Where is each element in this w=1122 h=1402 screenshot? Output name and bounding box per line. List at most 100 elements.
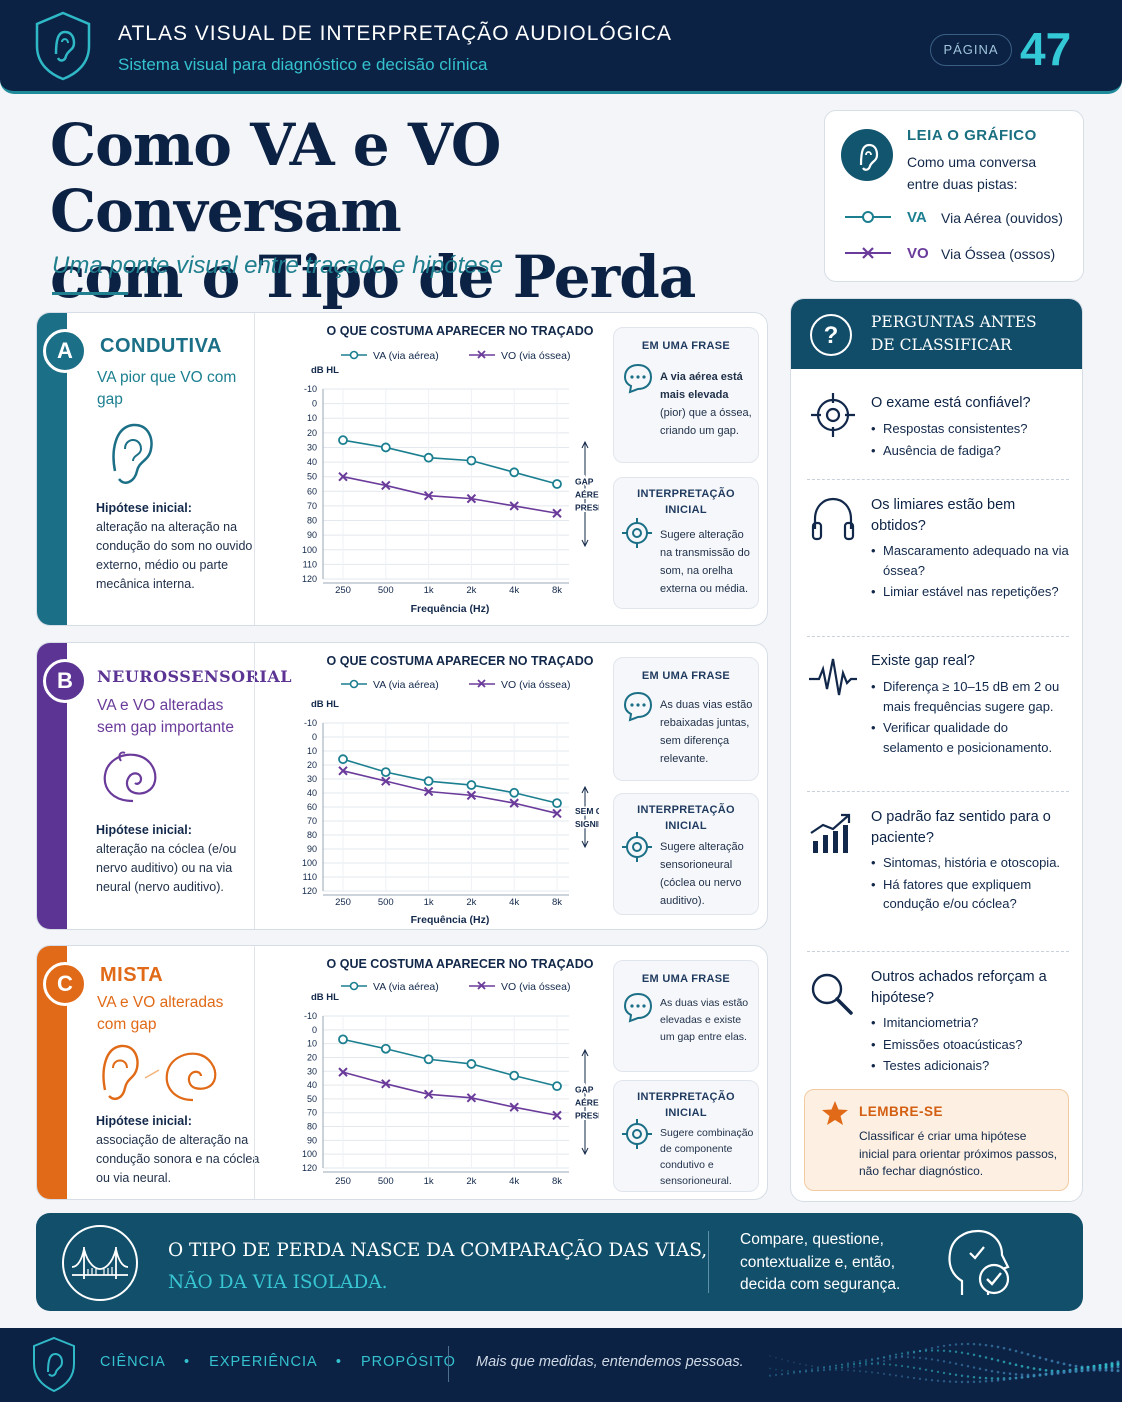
- wave-dot: [948, 1361, 952, 1364]
- wave-dot: [1098, 1364, 1102, 1367]
- vo-data-point: [381, 1079, 391, 1089]
- y-tick-label: 70: [307, 816, 317, 826]
- ear-shield-icon: [35, 11, 91, 81]
- wave-dot: [894, 1355, 898, 1359]
- wave-dot: [829, 1369, 831, 1372]
- footer-divider: [448, 1346, 449, 1382]
- wave-dot: [990, 1377, 994, 1380]
- va-data-point: [423, 1054, 434, 1065]
- questions-header: ? PERGUNTAS ANTES DE CLASSIFICAR: [791, 299, 1082, 369]
- banner-line-2: NÃO DA VIA ISOLADA.: [168, 1272, 388, 1293]
- wave-dot: [954, 1380, 958, 1384]
- question-title: Os limiares estão bem obtidos?: [871, 497, 1016, 534]
- wave-dot: [823, 1369, 825, 1372]
- x-tick-label: 2k: [466, 585, 476, 596]
- wave-dot: [912, 1376, 916, 1380]
- question-bullet: Emissões otoacústicas?: [871, 1035, 1071, 1055]
- wave-dot: [876, 1362, 880, 1365]
- question-title: O exame está confiável?: [871, 395, 1031, 411]
- wave-dot: [882, 1363, 886, 1366]
- wave-dot: [1044, 1372, 1048, 1376]
- wave-dot: [834, 1369, 838, 1372]
- wave-dot: [1014, 1349, 1018, 1353]
- wave-dot: [775, 1374, 777, 1377]
- vo-data-point: [509, 1102, 519, 1112]
- question-bullets: Diferença ≥ 10–15 dB em 2 ou mais frequê…: [871, 677, 1071, 759]
- wave-dot: [1002, 1346, 1006, 1350]
- wave-dot: [954, 1373, 958, 1377]
- y-tick-label: 120: [302, 886, 317, 896]
- wave-dot: [1104, 1365, 1108, 1369]
- wave-dot: [924, 1368, 928, 1371]
- wave-dot: [1116, 1365, 1120, 1369]
- wave-dot: [888, 1356, 892, 1359]
- wave-dot: [1116, 1362, 1120, 1366]
- wave-dot: [799, 1362, 801, 1365]
- x-tick-label: 4k: [509, 585, 519, 596]
- legend-vo-abbr: VO: [907, 245, 929, 262]
- legend-vo-marker: [477, 350, 486, 359]
- wave-dot: [1002, 1360, 1006, 1364]
- y-tick-label: 110: [303, 872, 317, 882]
- page-title: Como VA e VO Conversam com o Tipo de Per…: [50, 112, 810, 310]
- y-tick-label: 30: [307, 442, 317, 452]
- wave-dot: [882, 1372, 886, 1375]
- gap-label: PRESENTE: [575, 503, 599, 513]
- page-header: ATLAS VISUAL DE INTERPRETAÇÃO AUDIOLÓGIC…: [0, 0, 1122, 94]
- wave-dot: [781, 1369, 783, 1372]
- wave-dot: [1056, 1371, 1060, 1374]
- y-tick-label: 30: [307, 774, 317, 784]
- wave-dot: [972, 1380, 976, 1384]
- y-tick-label: 80: [307, 516, 317, 526]
- y-tick-label: 90: [307, 844, 317, 854]
- vo-data-point: [466, 790, 477, 801]
- wave-dot: [1104, 1368, 1108, 1372]
- interpretation-box: INTERPRETAÇÃO INICIAL Sugere combinação …: [613, 1080, 759, 1192]
- svg-text:?: ?: [824, 322, 839, 349]
- wave-dot: [1038, 1356, 1042, 1360]
- wave-dot: [1104, 1363, 1108, 1367]
- wave-dot: [1044, 1358, 1048, 1361]
- wave-dot: [984, 1356, 988, 1359]
- wave-dot: [793, 1371, 795, 1374]
- remember-heading: LEMBRE-SE: [859, 1104, 944, 1119]
- wave-dot: [840, 1363, 844, 1366]
- wave-dot: [870, 1362, 874, 1365]
- speech-bubble-icon: [623, 691, 653, 722]
- wave-dot: [894, 1353, 898, 1356]
- y-tick-label: 0: [312, 1025, 317, 1035]
- banner-divider: [708, 1231, 709, 1293]
- wave-dot: [912, 1350, 916, 1353]
- wave-dot: [906, 1365, 910, 1368]
- speech-bubble-icon: [623, 363, 653, 394]
- wave-dot: [996, 1345, 1000, 1349]
- vo-data-point: [423, 490, 434, 501]
- y-tick-label: 50: [307, 1094, 317, 1104]
- wave-dot: [846, 1362, 850, 1365]
- vo-data-point: [338, 766, 348, 776]
- wave-dot: [960, 1351, 964, 1354]
- title-line-2: com o Tipo de Perda: [50, 243, 696, 311]
- wave-dot: [1074, 1364, 1078, 1368]
- question-bullet: Mascaramento adequado na via óssea?: [871, 541, 1071, 580]
- wave-dot: [805, 1370, 807, 1373]
- wave-dot: [1080, 1368, 1084, 1372]
- wave-dot: [1056, 1361, 1060, 1364]
- question-bullet: Respostas consistentes?: [871, 419, 1071, 439]
- footer-word-3: PROPÓSITO: [361, 1354, 456, 1370]
- interpretation-heading: INTERPRETAÇÃO INICIAL: [637, 804, 735, 832]
- wave-dot: [829, 1368, 831, 1371]
- wave-dot: [912, 1356, 916, 1359]
- wave-dot: [918, 1377, 922, 1380]
- wave-dot: [1014, 1376, 1018, 1380]
- wave-dot: [978, 1367, 982, 1371]
- wave-dot: [834, 1364, 838, 1367]
- vo-series-line: [342, 475, 558, 515]
- panel-letter: C: [43, 962, 87, 1006]
- wave-dot: [799, 1370, 801, 1373]
- panel-letter: B: [43, 659, 87, 703]
- title-line-1: Como VA e VO Conversam: [50, 111, 501, 245]
- wave-dot: [1014, 1363, 1018, 1367]
- phrase-heading: EM UMA FRASE: [641, 340, 731, 352]
- legend-va-label: Via Aérea (ouvidos): [941, 210, 1063, 226]
